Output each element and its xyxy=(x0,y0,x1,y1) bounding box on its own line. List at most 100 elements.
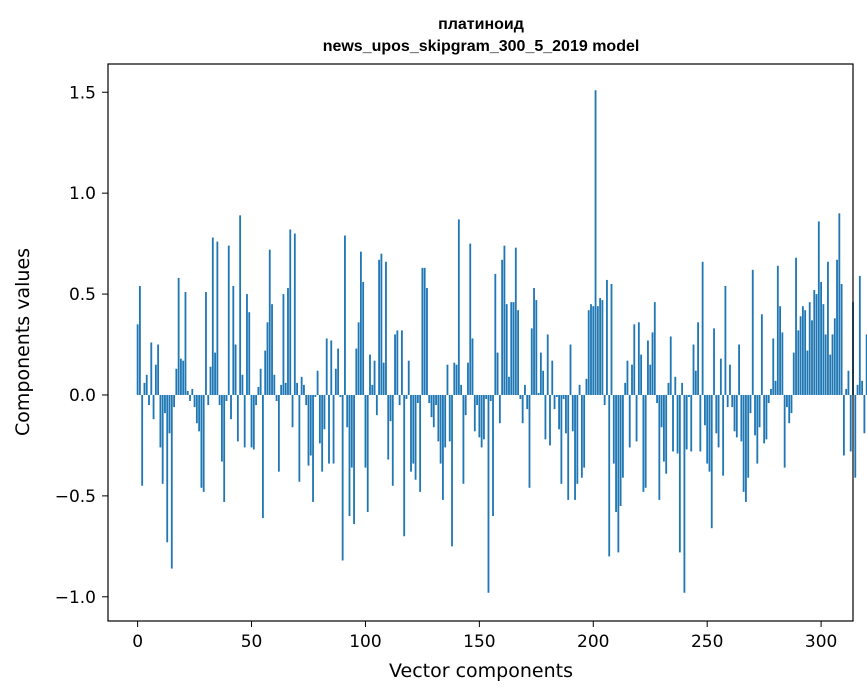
bar xyxy=(426,288,428,395)
plot-frame xyxy=(107,63,854,622)
bar xyxy=(496,352,499,395)
bar xyxy=(619,394,622,506)
x-axis-ticks: 0 50 100 150 200 250 300 xyxy=(132,621,837,652)
bar xyxy=(594,90,597,395)
bar xyxy=(521,394,524,424)
bar xyxy=(549,394,551,446)
bar xyxy=(442,394,444,500)
bar xyxy=(421,267,424,395)
bar xyxy=(710,394,713,529)
bar xyxy=(262,394,264,519)
bar xyxy=(246,294,248,395)
bar xyxy=(396,330,399,395)
bar xyxy=(150,342,153,395)
bar xyxy=(435,394,437,406)
bar xyxy=(724,285,727,395)
bar xyxy=(439,394,442,464)
bar xyxy=(378,259,381,395)
bar xyxy=(164,394,166,414)
bar xyxy=(157,344,160,395)
bar xyxy=(446,364,449,395)
bar xyxy=(674,376,677,395)
bar xyxy=(451,394,453,547)
bar xyxy=(701,261,704,395)
y-axis-label: Components values xyxy=(12,248,34,436)
bar xyxy=(503,245,506,395)
bar xyxy=(173,394,175,408)
bar xyxy=(362,281,365,395)
bar xyxy=(667,382,670,395)
bar xyxy=(469,243,472,395)
bar xyxy=(676,394,679,454)
bar xyxy=(332,394,335,464)
bar xyxy=(416,394,419,404)
bar xyxy=(858,275,861,395)
bar xyxy=(284,382,287,395)
bar xyxy=(845,388,848,395)
bar xyxy=(524,384,526,395)
bar xyxy=(480,394,483,448)
bar xyxy=(560,394,563,484)
bar xyxy=(612,394,615,464)
bar xyxy=(694,370,697,395)
bar xyxy=(453,362,456,395)
bar xyxy=(369,354,371,395)
bar xyxy=(817,221,820,395)
bar xyxy=(692,344,695,395)
bar xyxy=(227,245,230,395)
bar xyxy=(476,394,478,406)
bar xyxy=(325,338,328,395)
bar xyxy=(603,394,606,406)
bar xyxy=(195,394,198,424)
bar xyxy=(783,394,786,468)
bar xyxy=(847,370,850,395)
bar xyxy=(389,394,392,422)
bar xyxy=(558,394,561,430)
bar xyxy=(647,340,649,395)
bar xyxy=(414,394,417,480)
x-tick-label: 50 xyxy=(241,632,263,652)
bar xyxy=(626,360,629,395)
bar xyxy=(642,394,645,492)
bar xyxy=(681,382,684,395)
bar xyxy=(202,394,205,492)
bar xyxy=(827,261,829,395)
bar xyxy=(722,394,725,476)
bar xyxy=(312,394,314,502)
bar xyxy=(457,219,460,395)
bar xyxy=(138,285,141,395)
bar xyxy=(697,322,699,395)
x-tick-label: 300 xyxy=(805,632,837,652)
bar xyxy=(145,374,148,395)
bar xyxy=(505,304,508,395)
bar xyxy=(628,394,631,448)
bar xyxy=(330,340,333,395)
bar xyxy=(412,394,415,464)
bar xyxy=(161,394,164,484)
bar xyxy=(774,380,777,395)
bar xyxy=(259,368,262,395)
bar xyxy=(781,332,784,395)
bar xyxy=(733,394,736,432)
bar xyxy=(398,394,401,406)
bar xyxy=(565,394,567,434)
bar xyxy=(193,394,196,408)
bar xyxy=(455,364,458,395)
bar xyxy=(350,394,353,468)
bar xyxy=(437,394,440,442)
bar xyxy=(189,394,191,402)
bar xyxy=(706,394,709,464)
bar xyxy=(606,279,608,395)
y-axis-ticks: −1.0 −0.5 0.0 0.5 1.0 1.5 xyxy=(55,83,108,608)
bar xyxy=(542,370,545,395)
bar xyxy=(148,394,150,406)
bar xyxy=(546,334,549,395)
bar xyxy=(460,384,463,395)
bar xyxy=(842,394,845,456)
bar xyxy=(562,394,565,400)
bar xyxy=(779,306,781,395)
bar xyxy=(849,394,852,452)
bar xyxy=(865,334,867,395)
bar xyxy=(726,394,729,408)
bar xyxy=(430,394,433,418)
